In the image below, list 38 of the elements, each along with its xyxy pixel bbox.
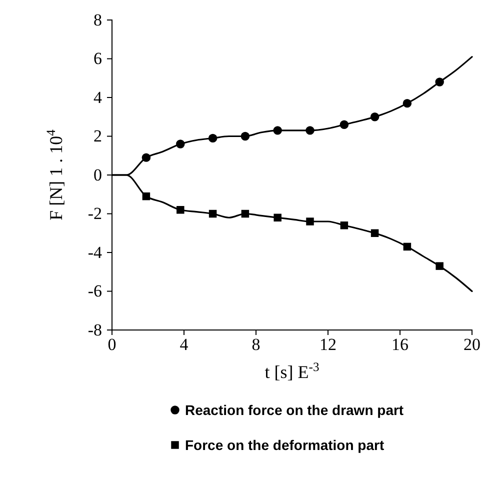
y-tick-label: 8 — [94, 10, 102, 30]
point — [142, 153, 151, 162]
point — [436, 262, 444, 270]
point — [403, 242, 412, 251]
point — [274, 214, 282, 222]
point — [306, 218, 314, 226]
x-tick-label: 0 — [108, 335, 116, 354]
x-tick-label: 20 — [464, 335, 480, 354]
point — [435, 78, 444, 86]
y-tick-label: -6 — [88, 282, 102, 301]
point — [273, 126, 282, 135]
point — [340, 222, 348, 230]
point — [176, 140, 185, 148]
x-tick-label: 16 — [392, 335, 408, 354]
point — [208, 134, 218, 143]
legend-label: Force on the deformation part — [185, 437, 384, 453]
point — [340, 120, 349, 129]
x-tick-label: 4 — [180, 335, 189, 354]
point — [370, 229, 379, 237]
point — [240, 132, 250, 141]
y-tick-label: -2 — [88, 204, 102, 224]
legend-label: Reaction force on the drawn part — [185, 402, 404, 418]
y-tick-label: -8 — [88, 320, 102, 340]
y-tick-label: 4 — [94, 88, 102, 107]
point — [208, 210, 217, 218]
point — [306, 126, 314, 135]
point — [402, 98, 412, 108]
point — [176, 206, 184, 214]
x-axis-title: t [s] E$^{-3}$ — [264, 360, 320, 382]
point — [142, 192, 150, 200]
x-tick-label: 8 — [252, 335, 260, 354]
point — [241, 210, 250, 218]
y-tick-label: 2 — [94, 126, 102, 146]
y-tick-label: -4 — [88, 242, 102, 262]
point — [370, 112, 380, 122]
x-tick-label: 12 — [320, 335, 336, 354]
y-tick-label: 6 — [94, 49, 102, 68]
y-tick-label: 0 — [94, 165, 102, 184]
